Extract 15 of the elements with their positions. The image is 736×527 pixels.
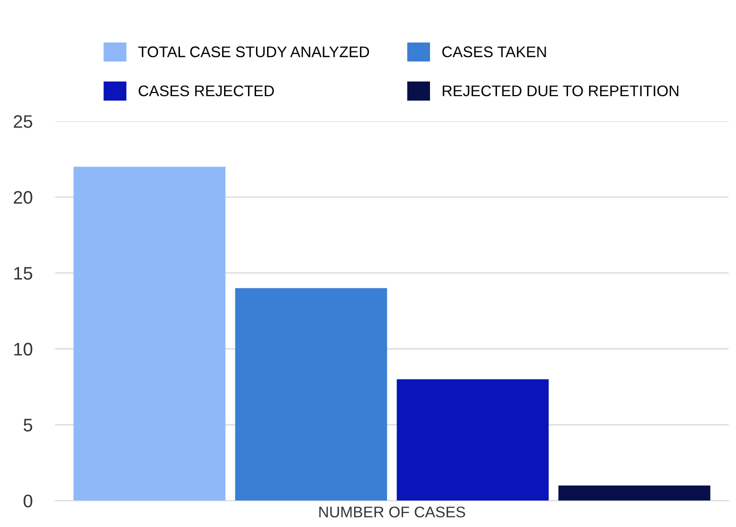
y-tick-label: 10 bbox=[14, 342, 32, 356]
x-tick-label: NUMBER OF CASES bbox=[319, 506, 466, 518]
y-tick-label: 20 bbox=[14, 191, 32, 204]
y-tick-label: 25 bbox=[14, 115, 32, 128]
bar bbox=[558, 485, 710, 501]
y-tick-label: 5 bbox=[24, 418, 32, 432]
y-tick-label: 15 bbox=[14, 267, 32, 280]
legend-label: TOTAL CASE STUDY ANALYZED bbox=[138, 46, 369, 58]
legend-label: CASES TAKEN bbox=[442, 46, 546, 58]
legend-label: CASES REJECTED bbox=[138, 85, 274, 96]
bar bbox=[396, 379, 549, 501]
bar bbox=[74, 166, 226, 501]
y-tick-label: 0 bbox=[24, 494, 32, 508]
legend-label: REJECTED DUE TO REPETITION bbox=[442, 85, 678, 96]
bar bbox=[235, 288, 388, 501]
